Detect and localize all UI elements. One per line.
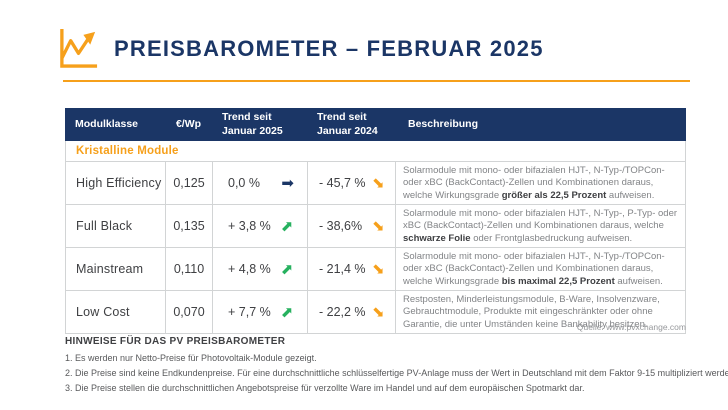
description-cell: Solarmodule mit mono- oder bifazialen HJ…	[403, 208, 678, 244]
trend-2025-cell: + 4,8 %	[213, 248, 308, 291]
trend-down-icon	[369, 216, 389, 236]
trend-2025-cell: + 7,7 %	[213, 291, 308, 334]
trend-2025-value: + 7,7 %	[228, 305, 271, 320]
brand-header: PREISBAROMETER – FEBRUAR 2025	[57, 26, 544, 71]
module-class-name: Low Cost	[66, 291, 166, 334]
trend-2024-value: - 21,4 %	[319, 262, 366, 277]
trend-2024-value: - 38,6%	[319, 219, 363, 234]
module-class-name: Full Black	[66, 205, 166, 248]
trend-up-icon	[278, 302, 298, 322]
section-title: Kristalline Module	[76, 145, 179, 157]
footnotes-heading: HINWEISE FÜR DAS PV PREISBAROMETER	[65, 336, 286, 347]
table-body: Kristalline Module High Efficiency 0,125…	[65, 141, 686, 335]
footnote-item: 1. Es werden nur Netto-Preise für Photov…	[65, 353, 317, 363]
trend-2024-value: - 45,7 %	[319, 176, 366, 191]
trend-up-icon	[278, 259, 298, 279]
price-value: 0,070	[166, 291, 213, 334]
module-class-name: High Efficiency	[66, 162, 166, 205]
description-cell: Solarmodule mit mono- oder bifazialen HJ…	[403, 165, 665, 201]
price-table: Modulklasse €/Wp Trend seit Januar 2025 T…	[65, 108, 686, 335]
accent-divider	[63, 80, 690, 82]
trend-down-icon	[369, 302, 389, 322]
table-row-low-cost: Low Cost 0,070 + 7,7 % - 22,2 % Restpost…	[66, 291, 685, 334]
trend-2025-value: 0,0 %	[228, 176, 260, 191]
trend-down-icon	[369, 173, 389, 193]
col-header-trend-2024: Trend seit Januar 2024	[317, 110, 378, 137]
table-row-full-black: Full Black 0,135 + 3,8 % - 38,6% Solarmo…	[66, 205, 685, 249]
description-cell: Restposten, Minderleistungsmodule, B-War…	[403, 294, 660, 330]
module-class-name: Mainstream	[66, 248, 166, 291]
trend-2025-value: + 4,8 %	[228, 262, 271, 277]
trend-2024-cell: - 45,7 %	[308, 162, 396, 205]
col-header-beschreibung: Beschreibung	[408, 117, 479, 130]
footnotes: HINWEISE FÜR DAS PV PREISBAROMETER 1. Es…	[65, 336, 728, 398]
source-credit: Quelle: www.pvxchange.com	[576, 322, 686, 332]
trend-2025-cell: 0,0 %	[213, 162, 308, 205]
description-cell: Solarmodule mit mono- oder bifazialen HJ…	[403, 251, 665, 287]
page-title: PREISBAROMETER – FEBRUAR 2025	[114, 35, 544, 61]
price-value: 0,135	[166, 205, 213, 248]
table-row-high-efficiency: High Efficiency 0,125 0,0 % - 45,7 % Sol…	[66, 162, 685, 206]
table-header-row: Modulklasse €/Wp Trend seit Januar 2025 T…	[65, 108, 686, 141]
trend-2025-value: + 3,8 %	[228, 219, 271, 234]
col-header-price: €/Wp	[175, 117, 202, 130]
trend-right-icon	[281, 176, 294, 191]
line-chart-logo-icon	[60, 28, 98, 68]
trend-2025-cell: + 3,8 %	[213, 205, 308, 248]
col-header-trend-2025: Trend seit Januar 2025	[222, 110, 283, 137]
trend-2024-cell: - 21,4 %	[308, 248, 396, 291]
trend-up-icon	[278, 216, 298, 236]
price-value: 0,110	[166, 248, 213, 291]
trend-2024-cell: - 22,2 %	[308, 291, 396, 334]
price-value: 0,125	[166, 162, 213, 205]
col-header-modulklasse: Modulklasse	[75, 117, 139, 130]
trend-down-icon	[369, 259, 389, 279]
footnote-item: 3. Die Preise stellen die durchschnittli…	[65, 383, 585, 393]
trend-2024-cell: - 38,6%	[308, 205, 396, 248]
table-row-mainstream: Mainstream 0,110 + 4,8 % - 21,4 % Solarm…	[66, 248, 685, 292]
trend-2024-value: - 22,2 %	[319, 305, 366, 320]
footnote-item: 2. Die Preise sind keine Endkundenpreise…	[65, 368, 728, 378]
section-row-kristalline-module: Kristalline Module	[66, 141, 685, 162]
